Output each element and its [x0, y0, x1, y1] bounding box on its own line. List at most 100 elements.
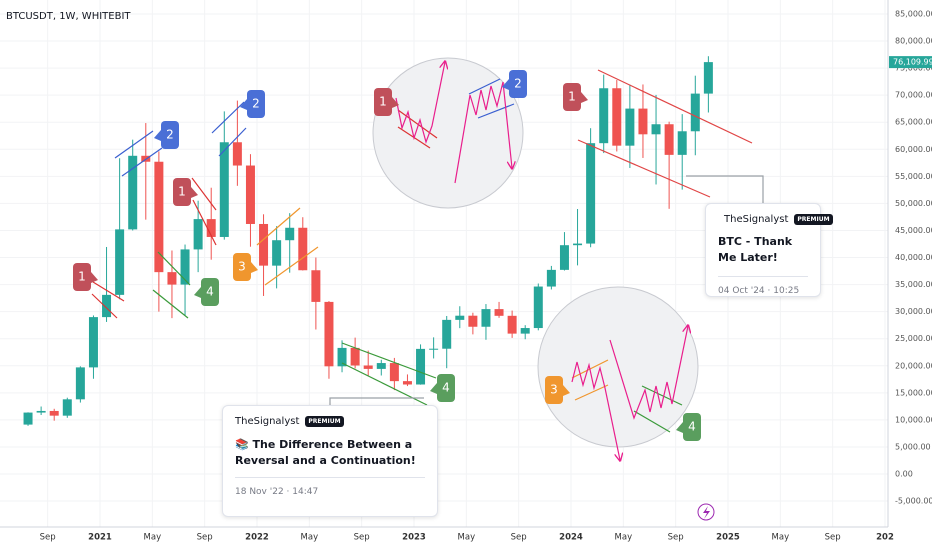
trend-line: [256, 207, 301, 246]
connector: [329, 397, 424, 405]
candle-body: [481, 309, 491, 327]
candle-body: [298, 227, 308, 271]
chart-title: BTCUSDT, 1W, WHITEBIT: [6, 11, 131, 22]
candle-body: [350, 347, 360, 366]
badge-pointer: [563, 385, 570, 396]
pattern-sketch: [571, 361, 620, 460]
candle-body: [115, 229, 125, 295]
candle-body: [468, 315, 478, 327]
badge-pointer: [392, 97, 399, 108]
x-tick-label: May: [301, 533, 319, 543]
pattern-sketch: [395, 62, 445, 144]
x-tick-label: Sep: [197, 533, 213, 543]
badge: [545, 376, 563, 404]
x-tick-label: Sep: [354, 533, 370, 543]
y-tick-label: 35,000.00: [895, 280, 932, 289]
candle-body: [416, 348, 426, 385]
badge-label: 3: [550, 383, 558, 397]
x-tick-label: 2024: [559, 533, 583, 543]
candle-body: [638, 108, 648, 135]
badge-label: 1: [568, 90, 576, 104]
card-badge: PREMIUM: [794, 214, 833, 225]
pattern-sketch: [454, 81, 512, 184]
trend-line: [574, 384, 609, 401]
pattern-sketch: [609, 326, 688, 420]
y-tick-label: 20,000.00: [895, 361, 932, 370]
trend-line: [121, 147, 163, 177]
trend-line: [157, 251, 191, 286]
y-tick-label: 60,000.00: [895, 145, 932, 154]
badge: [247, 90, 265, 118]
candle-body: [507, 315, 517, 334]
badge-label: 1: [78, 270, 86, 284]
candle-body: [324, 301, 334, 367]
alert-icon-bolt: [703, 506, 710, 519]
y-tick-label: -5,000.00: [895, 497, 932, 506]
candle-body: [586, 143, 596, 244]
badge: [233, 253, 251, 281]
card-title[interactable]: BTC - Thank Me Later!: [718, 235, 793, 264]
y-tick-label: 25,000.00: [895, 334, 932, 343]
candle-body: [664, 124, 674, 155]
idea-card[interactable]: TheSignalyst PREMIUM 📚 The Difference Bet…: [222, 405, 438, 517]
y-tick-label: 65,000.00: [895, 118, 932, 127]
badge-pointer: [240, 99, 247, 110]
candle-body: [206, 219, 216, 237]
card-title[interactable]: 📚 The Difference Between a Reversal and …: [235, 438, 416, 467]
candle-body: [573, 243, 583, 246]
badge-label: 4: [442, 381, 450, 395]
candle-body: [703, 62, 713, 94]
time-axis: [0, 527, 932, 550]
y-tick-label: 45,000.00: [895, 226, 932, 235]
candle-body: [533, 286, 543, 329]
badge-label: 1: [379, 95, 387, 109]
last-price-tag: [889, 56, 932, 69]
candles: [23, 56, 713, 426]
candle-body: [102, 294, 112, 318]
badge-label: 4: [206, 285, 214, 299]
x-tick-label: May: [615, 533, 633, 543]
trend-line: [192, 199, 217, 246]
x-tick-label: 2023: [402, 533, 426, 543]
y-tick-label: 5,000.00: [895, 442, 931, 451]
badge: [509, 70, 527, 98]
candle-body: [402, 381, 412, 385]
candle-body: [625, 108, 635, 146]
badge: [73, 263, 91, 291]
x-tick-label: 2021: [88, 533, 112, 543]
candle-body: [376, 363, 386, 369]
candle-body: [245, 165, 255, 224]
x-tick-label: Sep: [40, 533, 56, 543]
x-tick-label: 2022: [245, 533, 269, 543]
badge-pointer: [194, 287, 201, 298]
candle-body: [62, 399, 72, 416]
candle-body: [677, 131, 687, 155]
badge-pointer: [430, 383, 437, 394]
x-tick-label: Sep: [825, 533, 841, 543]
card-badge: PREMIUM: [305, 416, 344, 427]
x-tick-label: May: [144, 533, 162, 543]
card-date: 04 Oct '24 · 10:25: [718, 276, 808, 296]
candle-body: [520, 328, 530, 334]
candle-body: [36, 410, 46, 413]
candle-body: [442, 319, 452, 349]
candle-body: [193, 219, 203, 250]
candle-body: [363, 365, 373, 369]
candle-body: [128, 155, 138, 230]
candle-body: [651, 124, 661, 135]
badge-label: 3: [238, 260, 246, 274]
badge-label: 2: [166, 128, 174, 142]
trend-line: [264, 246, 319, 286]
y-tick-label: 75,000.00: [895, 64, 932, 73]
candle-body: [311, 270, 321, 302]
candle-body: [49, 410, 59, 416]
badge: [437, 374, 455, 402]
last-price-label: 76,109.99: [893, 58, 932, 67]
candle-body: [259, 223, 269, 266]
x-tick-label: 2025: [716, 533, 740, 543]
y-tick-label: 70,000.00: [895, 91, 932, 100]
idea-card[interactable]: TheSignalyst PREMIUM BTC - Thank Me Later…: [705, 203, 833, 297]
candle-body: [389, 363, 399, 382]
trend-line: [577, 139, 711, 198]
